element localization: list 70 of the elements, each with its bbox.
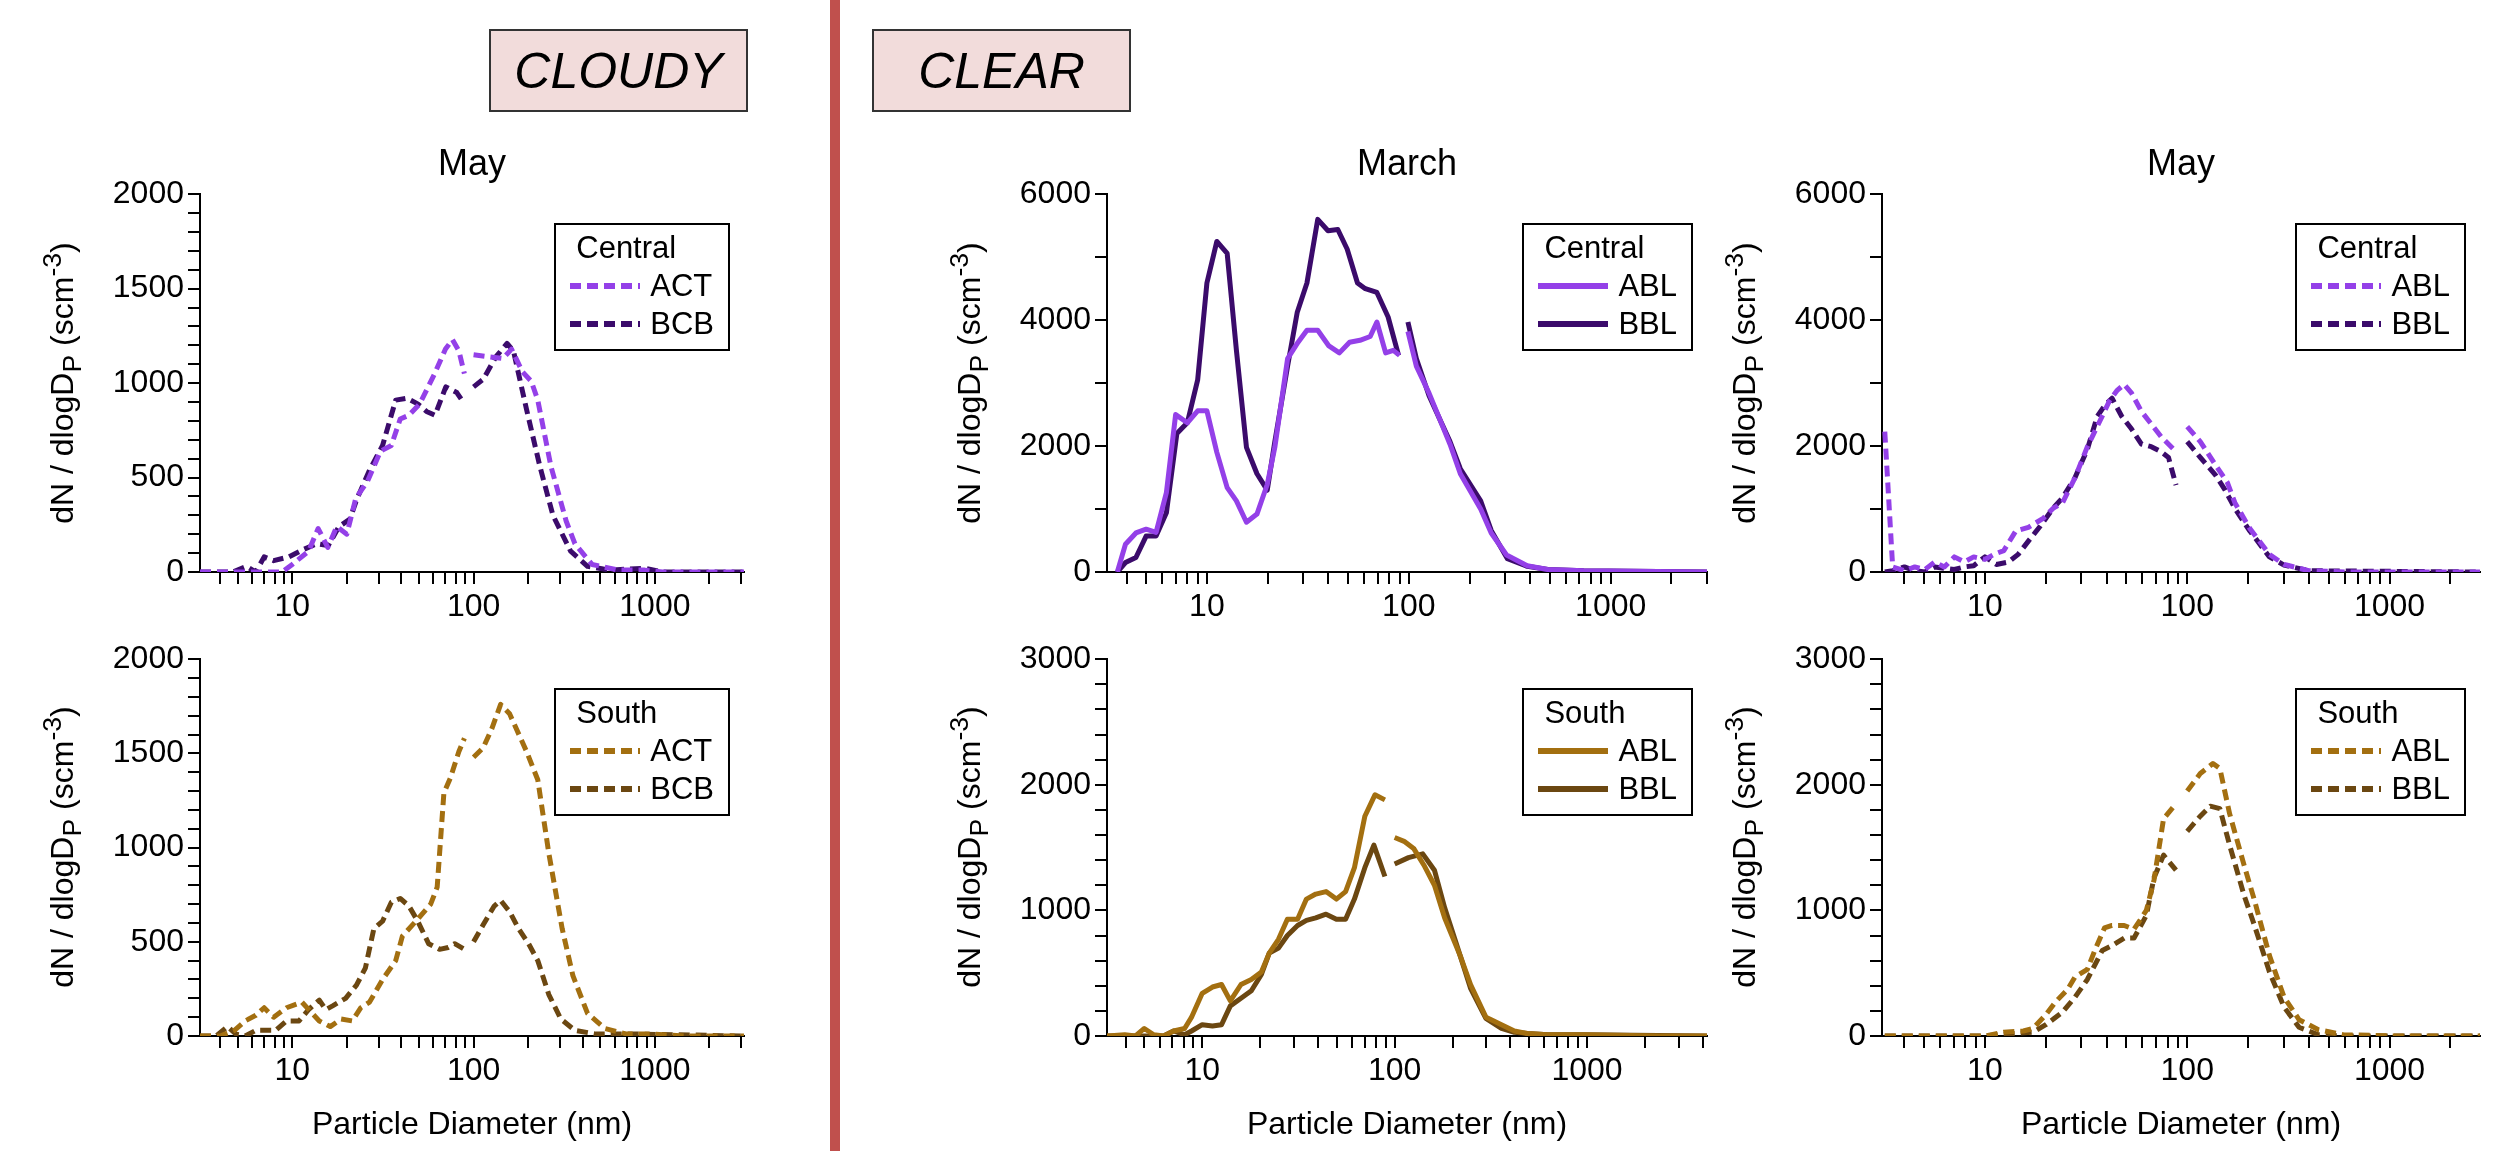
legend-label: ABL <box>1618 732 1677 770</box>
x-axis-title: Particle Diameter (nm) <box>311 1104 633 1141</box>
y-tick-label: 500 <box>130 457 184 494</box>
y-tick-label: 0 <box>1848 1015 1866 1052</box>
y-tick-label: 0 <box>1073 1015 1091 1052</box>
y-tick-label: 0 <box>166 551 184 588</box>
x-tick-label: 1000 <box>2353 1051 2426 1088</box>
legend-label: ACT <box>650 267 713 305</box>
x-tick-label: 1000 <box>1551 1051 1623 1088</box>
legend-title: South <box>2316 694 2400 732</box>
y-tick-label: 2000 <box>1019 764 1091 801</box>
chart-title: March <box>1356 142 1458 183</box>
x-tick-label: 1000 <box>2353 587 2426 624</box>
legend-label: BBL <box>1618 305 1677 343</box>
legend-label: ABL <box>1618 267 1677 305</box>
y-tick-label: 4000 <box>1019 299 1091 336</box>
y-tick-label: 3000 <box>1019 639 1091 676</box>
text: CLOUDY <box>489 29 748 112</box>
legend-label: BBL <box>2391 305 2450 343</box>
legend-label: ABL <box>2391 267 2450 305</box>
y-tick-label: 0 <box>166 1015 184 1052</box>
x-tick-label: 10 <box>1189 587 1225 624</box>
y-tick-label: 1000 <box>1019 890 1091 927</box>
legend-label: ACT <box>650 732 713 770</box>
text: CLEAR <box>872 29 1131 112</box>
y-tick-label: 2000 <box>112 639 184 676</box>
x-tick-label: 1000 <box>619 1051 691 1088</box>
y-tick-label: 1000 <box>1794 890 1866 927</box>
x-axis-title: Particle Diameter (nm) <box>1246 1104 1568 1141</box>
legend-label: BBL <box>2391 770 2450 808</box>
y-tick-label: 2000 <box>112 174 184 211</box>
legend-title: South <box>1543 694 1627 732</box>
y-tick-label: 6000 <box>1794 174 1866 211</box>
legend-title: South <box>575 694 659 732</box>
y-tick-label: 0 <box>1073 551 1091 588</box>
y-tick-label: 1500 <box>112 268 184 305</box>
x-tick-label: 100 <box>446 587 501 624</box>
x-tick-label: 100 <box>2160 1051 2214 1088</box>
y-tick-label: 4000 <box>1794 299 1866 336</box>
x-axis-title: Particle Diameter (nm) <box>2020 1104 2342 1141</box>
x-tick-label: 10 <box>1967 1051 2003 1088</box>
legend-title: Central <box>1543 229 1646 267</box>
y-tick-label: 2000 <box>1019 425 1091 462</box>
y-tick-label: 3000 <box>1794 639 1866 676</box>
x-tick-label: 10 <box>1967 587 2003 624</box>
x-tick-label: 1000 <box>619 587 691 624</box>
y-tick-label: 1000 <box>112 362 184 399</box>
legend-label: BBL <box>1618 770 1677 808</box>
legend-label: BCB <box>650 305 714 343</box>
y-tick-label: 6000 <box>1019 174 1091 211</box>
x-tick-label: 100 <box>1367 1051 1422 1088</box>
x-tick-label: 10 <box>274 587 311 624</box>
legend-label: BCB <box>650 770 714 808</box>
chart-title: May <box>437 142 507 183</box>
chart-title: May <box>2146 142 2216 183</box>
x-tick-label: 100 <box>446 1051 501 1088</box>
legend-title: Central <box>2316 229 2419 267</box>
y-tick-label: 2000 <box>1794 425 1866 462</box>
legend-title: Central <box>575 229 678 267</box>
x-tick-label: 100 <box>2160 587 2214 624</box>
x-tick-label: 100 <box>1382 587 1436 624</box>
x-tick-label: 1000 <box>1575 587 1647 624</box>
x-tick-label: 10 <box>1184 1051 1221 1088</box>
legend-label: ABL <box>2391 732 2450 770</box>
y-tick-label: 0 <box>1848 551 1866 588</box>
y-tick-label: 1000 <box>112 827 184 864</box>
x-tick-label: 10 <box>274 1051 311 1088</box>
y-tick-label: 500 <box>130 921 184 958</box>
y-tick-label: 1500 <box>112 733 184 770</box>
y-tick-label: 2000 <box>1794 764 1866 801</box>
